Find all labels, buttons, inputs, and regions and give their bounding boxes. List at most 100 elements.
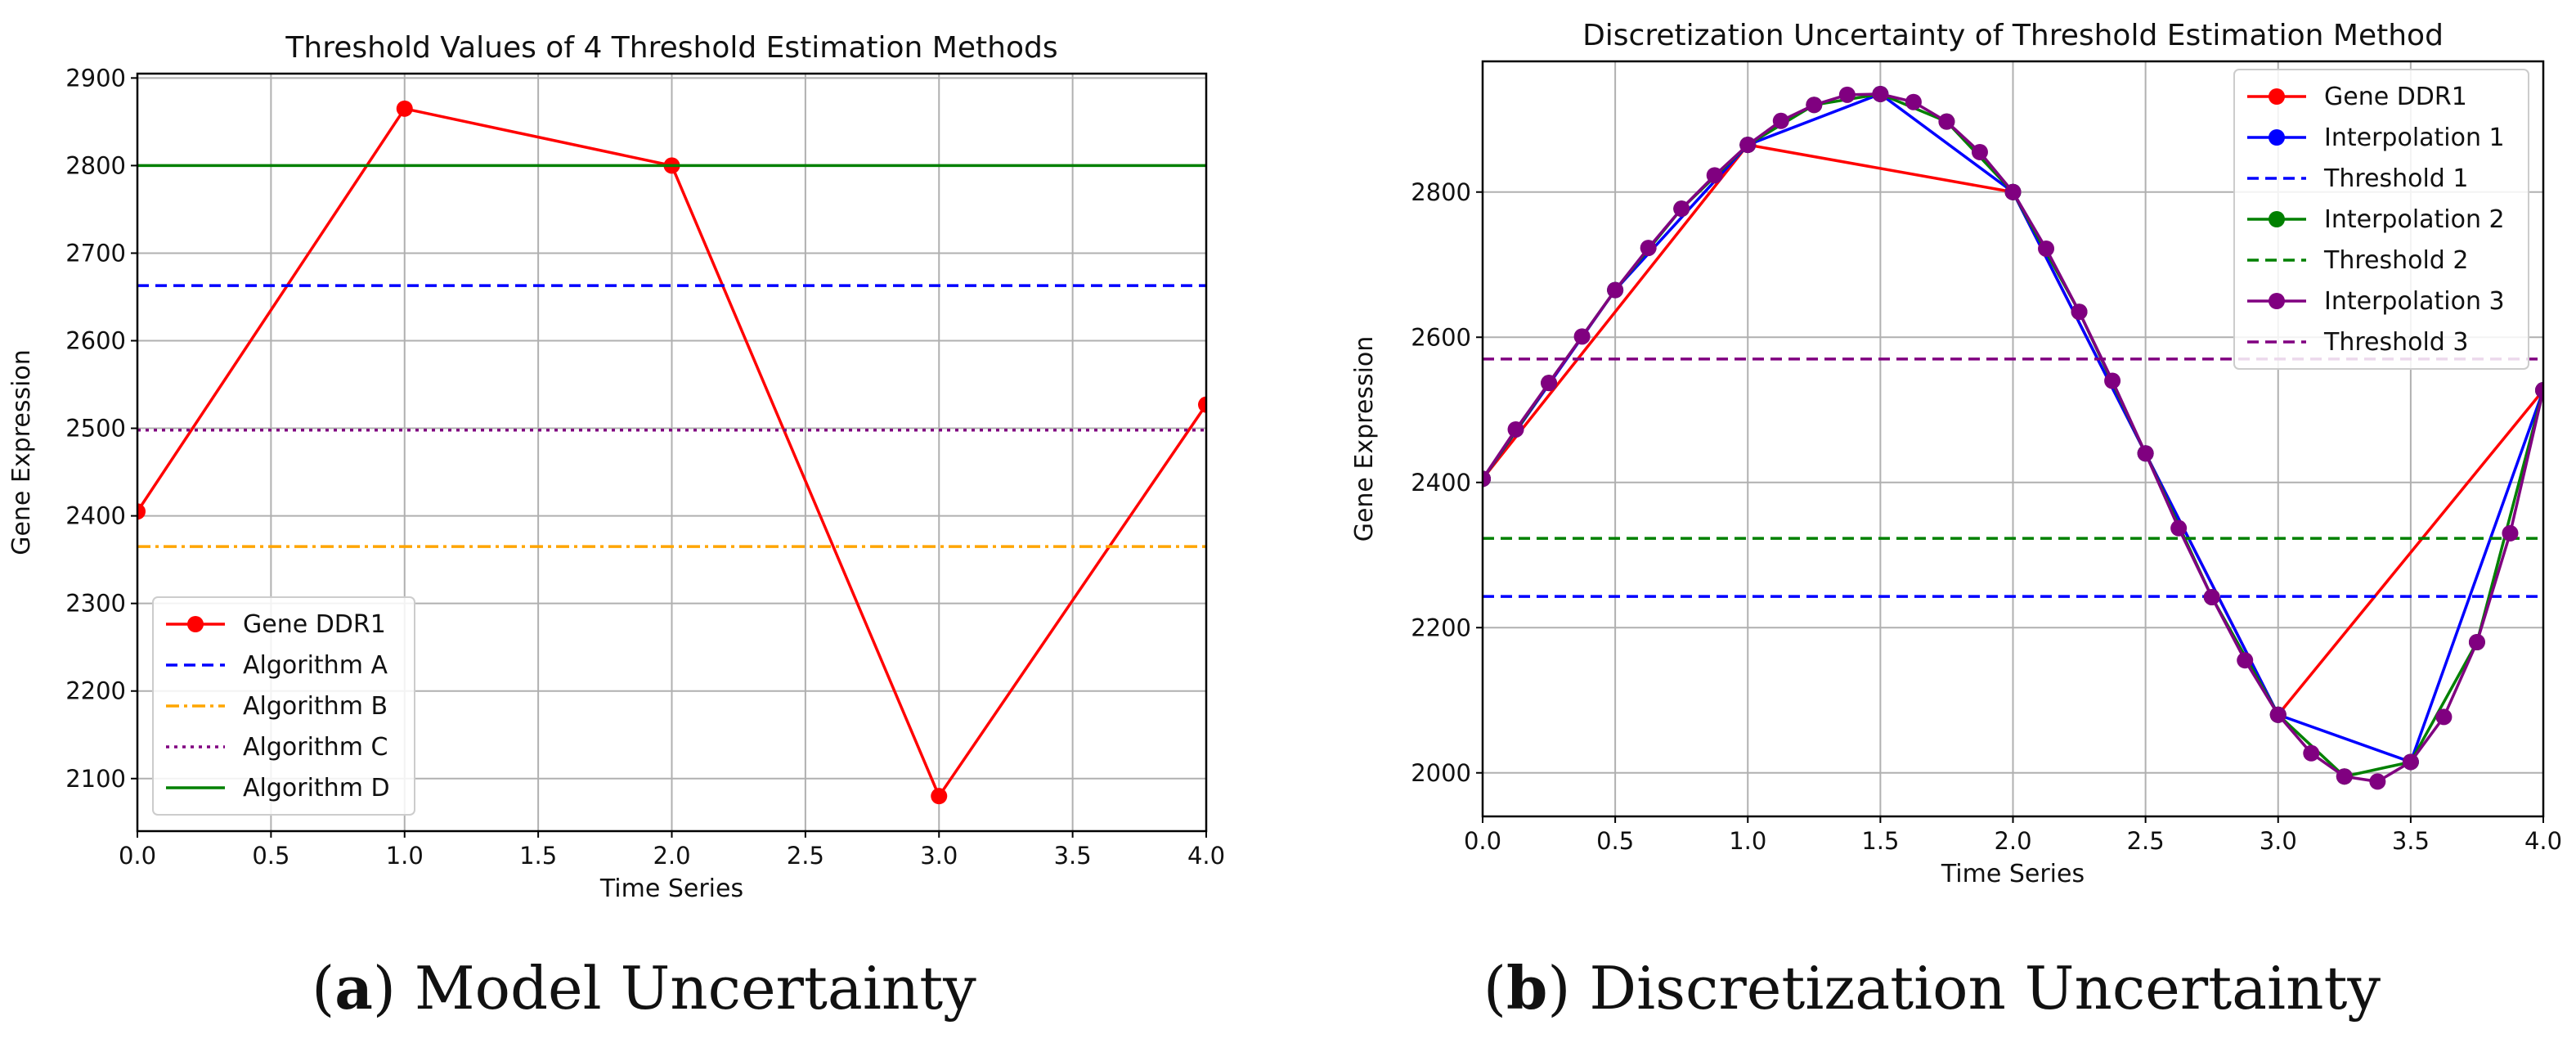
y-tick-label: 2400	[1411, 469, 1471, 497]
caption-a: (a) Model Uncertainty	[312, 953, 976, 1023]
axes-frame-b	[1481, 60, 2545, 818]
caption-b-text: Discretization Uncertainty	[1589, 954, 2381, 1023]
point-interpolation-3	[2269, 706, 2287, 723]
point-interpolation-3	[2468, 634, 2485, 650]
legend-label-algorithm-a: Algorithm A	[243, 651, 388, 680]
point-interpolation-3	[1838, 86, 1856, 103]
caption-b-letter: b	[1506, 953, 1548, 1023]
point-interpolation-3	[1971, 143, 1988, 160]
x-tick-label: 0.0	[1464, 827, 1501, 855]
y-tick-label: 2600	[1411, 323, 1471, 351]
point-interpolation-3	[2402, 753, 2419, 771]
x-tick-label: 0.0	[119, 842, 156, 870]
point-interpolation-3	[2071, 303, 2088, 321]
plot-area-a	[137, 100, 1206, 805]
y-tick-label: 2300	[65, 590, 126, 618]
caption-a-letter: a	[334, 953, 373, 1023]
legend-label-threshold-1: Threshold 1	[2323, 164, 2468, 193]
y-tick-label: 2900	[65, 64, 126, 92]
legend-b: Gene DDR1 Interpolation 1 Threshold 1 Inter…	[2233, 69, 2529, 370]
legend-marker-interpolation-1	[2269, 129, 2285, 146]
legend-label-algorithm-c: Algorithm C	[243, 733, 388, 762]
legend-label-interpolation-3: Interpolation 3	[2324, 287, 2505, 316]
x-tick-label: 3.0	[2260, 827, 2297, 855]
y-tick-label: 2100	[65, 765, 126, 793]
legend-box	[2233, 69, 2529, 370]
point-gene-ddr1	[931, 788, 948, 805]
y-tick-label: 2600	[65, 327, 126, 355]
y-tick-label: 2400	[65, 502, 126, 530]
y-tick-label: 2200	[65, 677, 126, 705]
point-interpolation-3	[2237, 652, 2254, 669]
x-tick-label: 2.0	[1994, 827, 2031, 855]
point-interpolation-3	[1872, 85, 1889, 102]
panel-b: Discretization Uncertainty of Threshold …	[1288, 0, 2576, 1043]
y-tick-label: 2800	[1411, 178, 1471, 206]
point-gene-ddr1	[1198, 396, 1206, 413]
point-interpolation-3	[1573, 328, 1591, 345]
legend-label-interpolation-2: Interpolation 2	[2324, 205, 2505, 234]
x-tick-label: 1.0	[386, 842, 424, 870]
point-interpolation-3	[1541, 375, 1558, 392]
x-tick-label: 2.0	[653, 842, 690, 870]
x-tick-label: 2.5	[787, 842, 824, 870]
chart-a-title: Threshold Values of 4 Threshold Estimati…	[285, 31, 1057, 65]
point-gene-ddr1	[137, 503, 146, 520]
x-axis-label: Time Series	[1941, 860, 2085, 888]
y-tick-label: 2800	[65, 151, 126, 179]
point-interpolation-3	[2535, 382, 2543, 399]
x-tick-label: 3.5	[1054, 842, 1092, 870]
point-interpolation-3	[1938, 113, 1955, 130]
point-interpolation-3	[2303, 744, 2320, 762]
point-interpolation-3	[2137, 445, 2154, 462]
point-interpolation-3	[1507, 420, 1524, 438]
legend-marker-interpolation-3	[2269, 293, 2285, 309]
point-interpolation-3	[1640, 240, 1657, 257]
legend-label-interpolation-1: Interpolation 1	[2324, 124, 2505, 152]
point-interpolation-3	[1772, 112, 1789, 129]
x-tick-label: 3.5	[2392, 827, 2430, 855]
point-interpolation-3	[1483, 470, 1491, 488]
y-tick-label: 2000	[1411, 759, 1471, 787]
point-interpolation-3	[2203, 588, 2220, 605]
y-tick-label: 2200	[1411, 614, 1471, 641]
plot-area-b	[1483, 85, 2543, 790]
x-tick-label: 1.5	[519, 842, 557, 870]
point-interpolation-3	[2038, 240, 2055, 257]
point-interpolation-3	[1739, 137, 1757, 154]
legend-a: Gene DDR1 Algorithm A Algorithm B Algorithm…	[152, 596, 415, 816]
point-interpolation-3	[1607, 281, 1624, 299]
point-interpolation-3	[2170, 519, 2188, 537]
y-axis-label: Gene Expression	[1350, 336, 1379, 542]
legend-label-gene-ddr1: Gene DDR1	[2324, 83, 2467, 111]
point-interpolation-3	[2004, 183, 2022, 200]
caption-a-text: Model Uncertainty	[414, 954, 976, 1023]
legend-label-algorithm-d: Algorithm D	[243, 774, 390, 802]
point-interpolation-3	[2336, 768, 2353, 785]
point-interpolation-3	[1673, 200, 1690, 218]
legend-marker-interpolation-2	[2269, 211, 2285, 227]
y-tick-label: 2500	[65, 415, 126, 443]
point-interpolation-3	[1806, 97, 1823, 114]
point-interpolation-3	[2502, 524, 2519, 542]
point-interpolation-3	[2369, 773, 2386, 790]
x-tick-label: 3.0	[920, 842, 958, 870]
point-interpolation-3	[2104, 372, 2121, 389]
caption-b: (b) Discretization Uncertainty	[1483, 953, 2381, 1023]
point-interpolation-3	[2435, 708, 2453, 726]
chart-b-title: Discretization Uncertainty of Threshold …	[1582, 19, 2444, 52]
x-tick-label: 1.0	[1729, 827, 1766, 855]
x-tick-label: 0.5	[252, 842, 289, 870]
chart-b: Discretization Uncertainty of Threshold …	[1350, 19, 2562, 888]
x-axis-label: Time Series	[599, 874, 743, 903]
legend-marker-gene-ddr1	[2269, 88, 2285, 105]
legend-label-threshold-3: Threshold 3	[2323, 328, 2468, 357]
legend-marker-gene-ddr1	[187, 616, 204, 632]
chart-a: Threshold Values of 4 Threshold Estimati…	[7, 31, 1225, 903]
axes-frame-a	[136, 72, 1208, 833]
point-interpolation-3	[1905, 93, 1922, 110]
legend-label-algorithm-b: Algorithm B	[243, 692, 388, 721]
legend-label-gene-ddr1: Gene DDR1	[243, 610, 386, 639]
x-tick-label: 4.0	[2524, 827, 2562, 855]
x-tick-label: 0.5	[1596, 827, 1634, 855]
